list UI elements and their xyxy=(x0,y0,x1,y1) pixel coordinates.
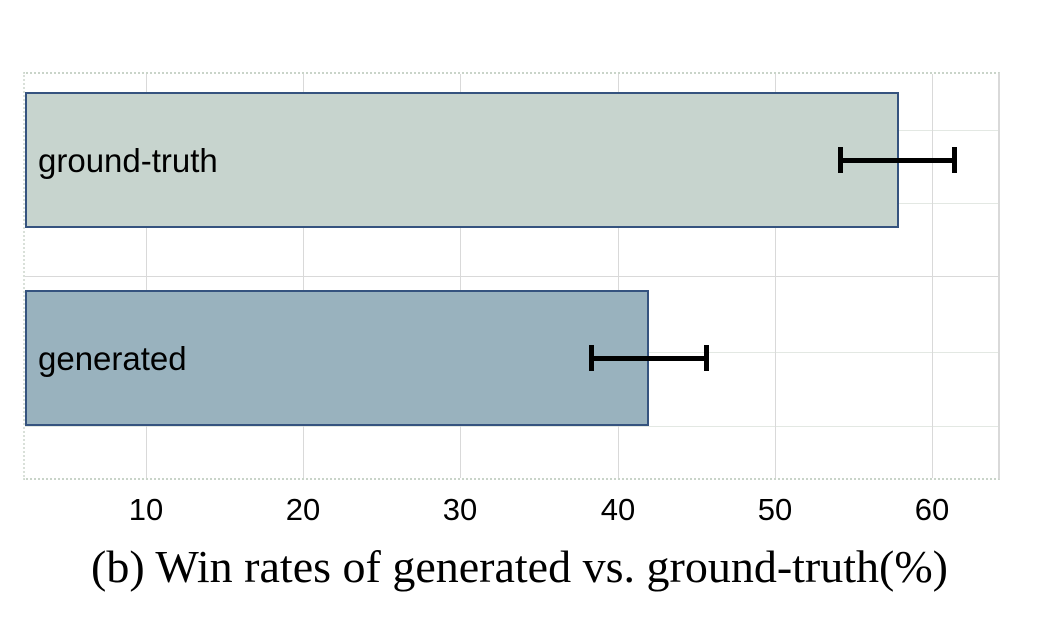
error-bar-ground-truth xyxy=(838,158,957,163)
error-bar-cap-low-ground-truth xyxy=(838,147,843,173)
error-bar-cap-high-ground-truth xyxy=(952,147,957,173)
horizontal-gridline xyxy=(25,426,998,427)
figure-caption: (b) Win rates of generated vs. ground-tr… xyxy=(91,541,948,592)
error-bar-generated xyxy=(589,356,709,361)
x-tick-label-20: 20 xyxy=(285,492,321,527)
x-tick-label-30: 30 xyxy=(442,492,478,527)
vertical-gridline xyxy=(146,74,147,478)
x-tick-label-40: 40 xyxy=(600,492,636,527)
bar-generated: generated xyxy=(25,290,649,426)
vertical-gridline xyxy=(932,74,933,478)
error-bar-cap-high-generated xyxy=(704,345,709,371)
x-tick-label-10: 10 xyxy=(128,492,164,527)
vertical-gridline xyxy=(303,74,304,478)
horizontal-gridline xyxy=(25,276,998,277)
error-bar-cap-low-generated xyxy=(589,345,594,371)
x-tick-label-60: 60 xyxy=(914,492,950,527)
x-tick-label-50: 50 xyxy=(757,492,793,527)
vertical-gridline xyxy=(618,74,619,478)
plot-area: ground-truth generated xyxy=(23,72,1000,480)
bar-ground-truth: ground-truth xyxy=(25,92,899,228)
bar-label-generated: generated xyxy=(38,339,187,377)
bar-label-ground-truth: ground-truth xyxy=(38,141,218,179)
vertical-gridline xyxy=(775,74,776,478)
vertical-gridline xyxy=(460,74,461,478)
